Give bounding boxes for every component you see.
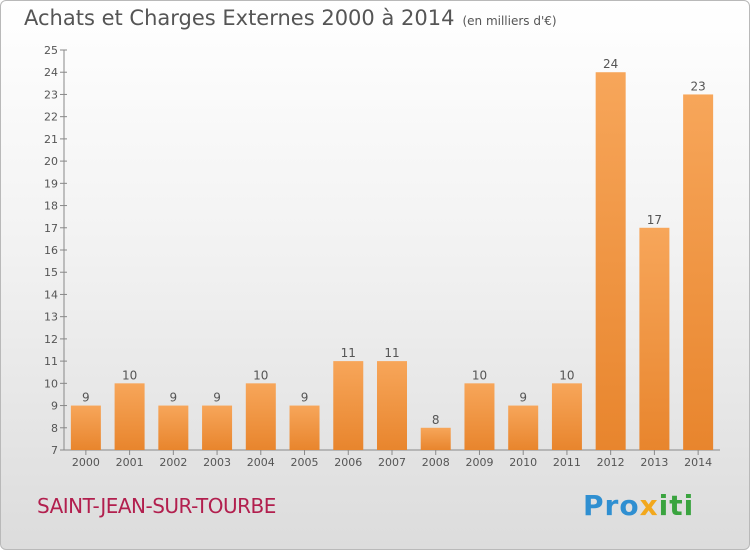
y-tick-label: 24: [44, 66, 58, 79]
logo-part-2: x: [639, 489, 659, 522]
y-tick-label: 16: [44, 244, 58, 257]
x-tick-label: 2004: [247, 456, 275, 469]
x-tick-label: 2014: [684, 456, 712, 469]
y-tick-label: 25: [44, 44, 58, 57]
data-label: 9: [213, 391, 221, 405]
x-tick-label: 2012: [597, 456, 625, 469]
y-tick-label: 8: [51, 422, 58, 435]
y-tick-label: 11: [44, 355, 58, 368]
data-label: 9: [519, 391, 527, 405]
y-tick-label: 14: [44, 288, 58, 301]
x-tick-label: 2011: [553, 456, 581, 469]
x-tick-label: 2006: [334, 456, 362, 469]
bars-group: [70, 72, 714, 450]
data-label: 8: [432, 413, 440, 427]
logo-part-3: iti: [658, 489, 695, 522]
data-label: 10: [472, 368, 487, 382]
commune-name: SAINT-JEAN-SUR-TOURBE: [37, 494, 276, 518]
chart-title: Achats et Charges Externes 2000 à 2014 (e…: [24, 6, 557, 30]
x-tick-label: 2001: [116, 456, 144, 469]
data-label: 11: [384, 346, 399, 360]
x-tick-label: 2007: [378, 456, 406, 469]
y-tick-label: 12: [44, 333, 58, 346]
bar: [333, 361, 364, 450]
logo-part-1: Pro: [583, 489, 640, 522]
y-tick-label: 22: [44, 111, 58, 124]
data-label: 10: [559, 368, 574, 382]
data-label: 10: [253, 368, 268, 382]
x-tick-label: 2010: [509, 456, 537, 469]
data-label: 10: [122, 368, 137, 382]
bar: [464, 383, 495, 450]
y-tick-label: 23: [44, 88, 58, 101]
data-label: 24: [603, 57, 618, 71]
y-tick-label: 17: [44, 222, 58, 235]
x-tick-label: 2013: [640, 456, 668, 469]
bar: [70, 405, 101, 450]
x-tick-label: 2002: [159, 456, 187, 469]
data-label: 17: [647, 213, 662, 227]
data-label: 9: [170, 391, 178, 405]
data-label: 9: [82, 391, 90, 405]
bar: [683, 94, 714, 450]
labels-group: 2000 9 2001 10 2002 9 2003 9 2004 10 2005 9 2006 11 20…: [72, 57, 712, 469]
y-tick-label: 18: [44, 200, 58, 213]
bar: [245, 383, 276, 450]
bar: [202, 405, 233, 450]
x-tick-label: 2008: [422, 456, 450, 469]
bar: [158, 405, 189, 450]
y-tick-label: 13: [44, 311, 58, 324]
bar: [551, 383, 582, 450]
bar: [420, 427, 451, 450]
chart-subtitle: (en milliers d'€): [462, 14, 557, 28]
title-text: Achats et Charges Externes 2000 à 2014: [24, 6, 455, 30]
x-tick-label: 2003: [203, 456, 231, 469]
data-label: 9: [301, 391, 309, 405]
y-tick-label: 19: [44, 177, 58, 190]
x-tick-label: 2000: [72, 456, 100, 469]
y-tick-label: 7: [51, 444, 58, 457]
bar: [639, 227, 670, 450]
y-tick-label: 20: [44, 155, 58, 168]
bar: [595, 72, 626, 450]
x-tick-label: 2005: [291, 456, 319, 469]
x-tick-label: 2009: [465, 456, 493, 469]
bar: [377, 361, 407, 450]
proxiti-logo: Proxiti: [583, 489, 694, 522]
data-label: 23: [690, 79, 705, 93]
bar: [114, 383, 145, 450]
y-tick-label: 10: [44, 377, 58, 390]
y-tick-label: 21: [44, 133, 58, 146]
y-tick-label: 15: [44, 266, 58, 279]
y-tick-label: 9: [51, 400, 58, 413]
bar: [289, 405, 320, 450]
bar: [508, 405, 539, 450]
data-label: 11: [341, 346, 356, 360]
